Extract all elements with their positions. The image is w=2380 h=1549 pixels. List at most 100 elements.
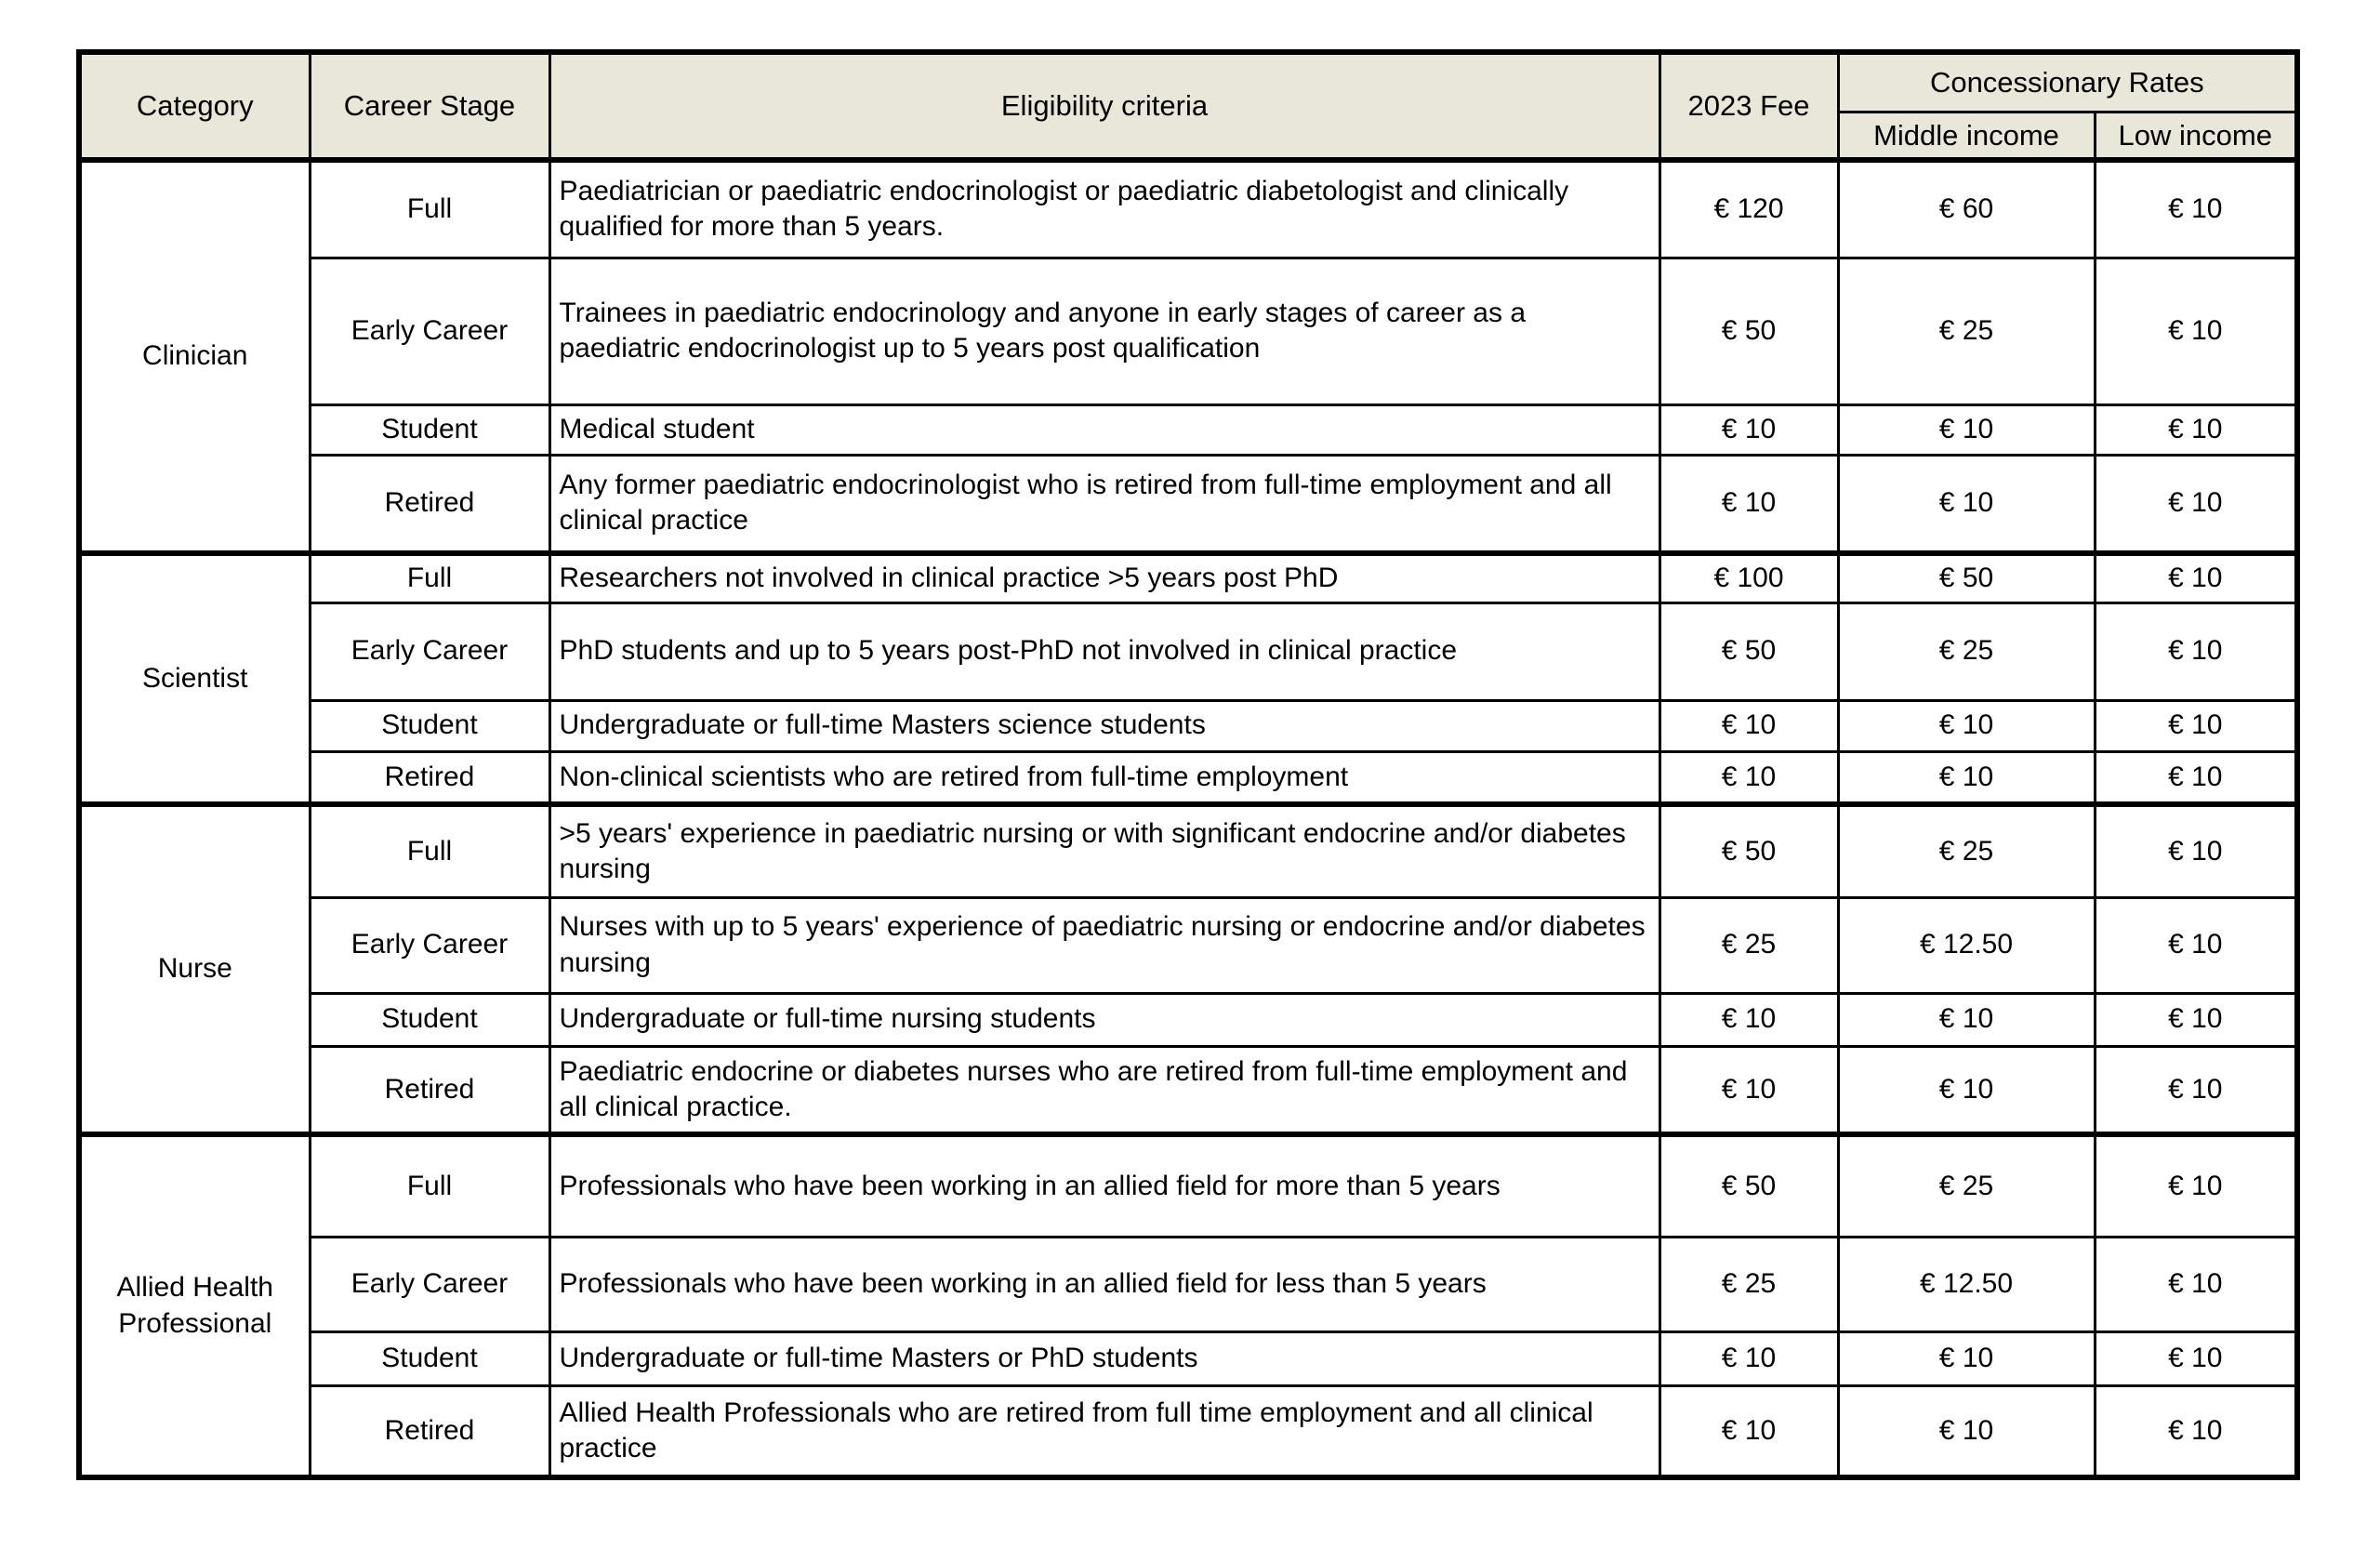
career-stage-cell: Full: [308, 801, 551, 899]
low-income-cell: € 10: [2093, 1235, 2299, 1333]
criteria-cell: Professionals who have been working in a…: [548, 1235, 1661, 1333]
category-cell-nurse: Nurse: [77, 801, 311, 1136]
criteria-cell: Professionals who have been working in a…: [548, 1132, 1661, 1238]
career-stage-cell: Student: [308, 698, 551, 753]
fee-cell: € 50: [1658, 256, 1840, 406]
criteria-cell: Allied Health Professionals who are reti…: [548, 1384, 1661, 1479]
table-row: Early Career Trainees in paediatric endo…: [79, 256, 2299, 406]
middle-income-cell: € 12.50: [1836, 1235, 2096, 1333]
table-row: Early Career Professionals who have been…: [79, 1235, 2299, 1333]
middle-income-cell: € 10: [1836, 698, 2096, 753]
career-stage-cell: Retired: [308, 1384, 551, 1479]
middle-income-cell: € 25: [1836, 801, 2096, 899]
fee-cell: € 10: [1658, 1044, 1840, 1136]
fee-cell: € 25: [1658, 1235, 1840, 1333]
low-income-cell: € 10: [2093, 1330, 2299, 1387]
criteria-cell: Any former paediatric endocrinologist wh…: [548, 453, 1661, 555]
fee-cell: € 50: [1658, 601, 1840, 702]
fee-cell: € 120: [1658, 157, 1840, 259]
middle-income-cell: € 25: [1836, 256, 2096, 406]
criteria-cell: Paediatrician or paediatric endocrinolog…: [548, 157, 1661, 259]
table-row: Nurse Full >5 years' experience in paedi…: [77, 801, 2299, 1136]
middle-income-cell: € 50: [1836, 550, 2096, 604]
fee-cell: € 10: [1658, 749, 1840, 806]
low-income-cell: € 10: [2093, 256, 2299, 406]
header-category: Category: [77, 50, 311, 162]
career-stage-cell: Student: [308, 403, 551, 457]
career-stage-cell: Early Career: [308, 601, 551, 702]
table-row: Retired Paediatric endocrine or diabetes…: [79, 1044, 2299, 1136]
criteria-cell: PhD students and up to 5 years post-PhD …: [548, 601, 1661, 702]
career-stage-cell: Early Career: [308, 895, 551, 995]
criteria-cell: Paediatric endocrine or diabetes nurses …: [548, 1044, 1661, 1136]
low-income-cell: € 10: [2093, 550, 2299, 604]
criteria-cell: Researchers not involved in clinical pra…: [548, 550, 1661, 604]
middle-income-cell: € 25: [1836, 1132, 2096, 1238]
table-row: Early Career Nurses with up to 5 years' …: [79, 895, 2299, 995]
table-row: Allied Health Professional Full Professi…: [77, 1132, 2299, 1479]
fee-cell: € 10: [1658, 403, 1840, 457]
fee-cell: € 50: [1658, 801, 1840, 899]
table-row: Retired Any former paediatric endocrinol…: [79, 453, 2299, 555]
fee-cell: € 10: [1658, 1384, 1840, 1479]
low-income-cell: € 10: [2093, 801, 2299, 899]
middle-income-cell: € 10: [1836, 1044, 2096, 1136]
fee-cell: € 25: [1658, 895, 1840, 995]
category-cell-clinician: Clinician: [77, 157, 311, 555]
career-stage-cell: Full: [308, 1132, 551, 1238]
fee-cell: € 10: [1658, 453, 1840, 555]
middle-income-cell: € 25: [1836, 601, 2096, 702]
middle-income-cell: € 10: [1836, 1330, 2096, 1387]
career-stage-cell: Student: [308, 991, 551, 1048]
middle-income-cell: € 10: [1836, 1384, 2096, 1479]
fee-cell: € 10: [1658, 698, 1840, 753]
career-stage-cell: Early Career: [308, 1235, 551, 1333]
fee-cell: € 50: [1658, 1132, 1840, 1238]
table-row: Early Career PhD students and up to 5 ye…: [79, 601, 2299, 702]
criteria-cell: Trainees in paediatric endocrinology and…: [548, 256, 1661, 406]
table-row: Retired Non-clinical scientists who are …: [79, 749, 2299, 806]
criteria-cell: Non-clinical scientists who are retired …: [548, 749, 1661, 806]
career-stage-cell: Full: [308, 550, 551, 604]
criteria-cell: >5 years' experience in paediatric nursi…: [548, 801, 1661, 899]
table-row: Student Undergraduate or full-time Maste…: [79, 1330, 2299, 1387]
fee-cell: € 100: [1658, 550, 1840, 604]
fee-cell: € 10: [1658, 1330, 1840, 1387]
career-stage-cell: Retired: [308, 1044, 551, 1136]
low-income-cell: € 10: [2093, 698, 2299, 753]
career-stage-cell: Retired: [308, 749, 551, 806]
header-concessionary-rates: Concessionary Rates: [1836, 50, 2299, 113]
category-cell-allied-health: Allied Health Professional: [77, 1132, 311, 1479]
career-stage-cell: Student: [308, 1330, 551, 1387]
table-row: Clinician Full Paediatrician or paediatr…: [77, 157, 2299, 555]
low-income-cell: € 10: [2093, 453, 2299, 555]
low-income-cell: € 10: [2093, 749, 2299, 806]
table-row: Student Undergraduate or full-time nursi…: [79, 991, 2299, 1048]
header-middle-income: Middle income: [1836, 110, 2096, 162]
low-income-cell: € 10: [2093, 1384, 2299, 1479]
low-income-cell: € 10: [2093, 1044, 2299, 1136]
criteria-cell: Undergraduate or full-time nursing stude…: [548, 991, 1661, 1048]
low-income-cell: € 10: [2093, 1132, 2299, 1238]
criteria-cell: Undergraduate or full-time Masters scien…: [548, 698, 1661, 753]
category-cell-scientist: Scientist: [77, 550, 311, 806]
middle-income-cell: € 10: [1836, 403, 2096, 457]
low-income-cell: € 10: [2093, 601, 2299, 702]
career-stage-cell: Full: [308, 157, 551, 259]
header-career-stage: Career Stage: [308, 50, 551, 162]
career-stage-cell: Early Career: [308, 256, 551, 406]
table-row: Retired Allied Health Professionals who …: [79, 1384, 2299, 1479]
career-stage-cell: Retired: [308, 453, 551, 555]
criteria-cell: Nurses with up to 5 years' experience of…: [548, 895, 1661, 995]
header-2023-fee: 2023 Fee: [1658, 50, 1840, 162]
criteria-cell: Undergraduate or full-time Masters or Ph…: [548, 1330, 1661, 1387]
middle-income-cell: € 12.50: [1836, 895, 2096, 995]
middle-income-cell: € 10: [1836, 749, 2096, 806]
low-income-cell: € 10: [2093, 895, 2299, 995]
low-income-cell: € 10: [2093, 403, 2299, 457]
middle-income-cell: € 10: [1836, 453, 2096, 555]
fee-cell: € 10: [1658, 991, 1840, 1048]
table-row: Scientist Full Researchers not involved …: [77, 550, 2299, 806]
criteria-cell: Medical student: [548, 403, 1661, 457]
